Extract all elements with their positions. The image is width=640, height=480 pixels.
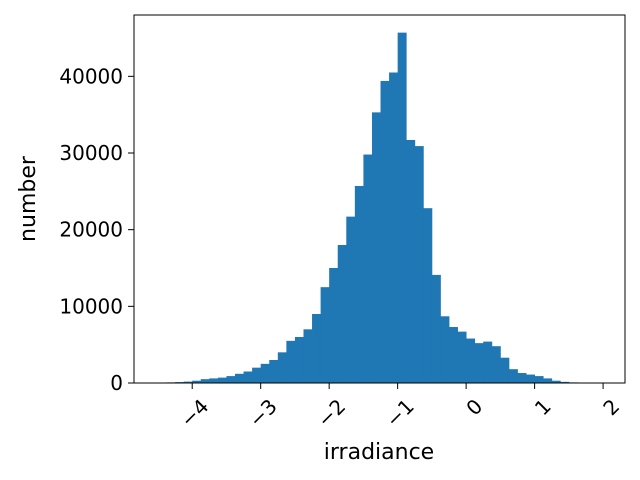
histogram-bar: [440, 316, 450, 383]
histogram-bar: [423, 208, 433, 383]
histogram-bar: [183, 381, 193, 383]
histogram-bar: [209, 378, 219, 383]
histogram-bar: [414, 146, 424, 383]
histogram-bar: [526, 374, 536, 383]
y-axis-ticks: 0 10000 20000 30000 40000: [59, 64, 134, 395]
x-axis-label: irradiance: [324, 440, 434, 465]
histogram-bar: [380, 80, 390, 383]
histogram-bar: [483, 341, 493, 383]
histogram-bar: [397, 32, 407, 384]
histogram-bar: [354, 185, 364, 383]
histogram-bar: [551, 380, 561, 383]
y-tick-label: 20000: [59, 218, 123, 242]
histogram-bar: [363, 154, 373, 383]
x-tick-label: 2: [598, 394, 624, 420]
histogram-bar: [312, 314, 322, 383]
histogram-bar: [371, 112, 381, 383]
x-tick-label: 1: [530, 394, 556, 420]
histogram-bar: [508, 369, 518, 383]
histogram-bar: [235, 373, 244, 383]
histogram-bar: [320, 287, 330, 383]
histogram-bar: [226, 376, 236, 383]
histogram-bar: [457, 331, 467, 383]
histogram-bar: [277, 352, 287, 383]
histogram-bar: [269, 360, 279, 383]
x-tick-label: −2: [312, 394, 350, 432]
x-tick-label: −3: [244, 394, 282, 432]
histogram-bar: [294, 337, 304, 383]
x-tick-label: −1: [381, 394, 419, 432]
histogram-bar: [243, 371, 253, 383]
histogram-bar: [346, 216, 356, 383]
y-tick-label: 30000: [59, 141, 123, 165]
histogram-bar: [431, 274, 441, 383]
x-tick-label: 0: [461, 394, 487, 420]
histogram-bar: [252, 367, 262, 383]
histogram-bar: [389, 72, 399, 383]
histogram-bar: [200, 379, 210, 383]
y-tick-label: 40000: [59, 64, 123, 88]
histogram-bar: [491, 346, 501, 383]
histogram-bar: [260, 363, 270, 383]
histogram-bar: [329, 268, 339, 383]
x-axis-ticks: −4 −3 −2 −1 0 1 2: [176, 383, 624, 432]
histogram-bar: [337, 245, 347, 383]
y-axis-label: number: [16, 155, 41, 242]
histogram-bar: [500, 357, 510, 383]
histogram-bar: [560, 381, 570, 383]
histogram-bar: [517, 373, 527, 383]
histogram-bar: [303, 329, 313, 383]
histogram-bar: [449, 327, 458, 383]
bars-group: [157, 32, 604, 384]
histogram-bar: [534, 376, 544, 383]
histogram-bar: [192, 380, 202, 383]
histogram-bar: [217, 377, 227, 383]
histogram-bar: [466, 338, 476, 383]
y-tick-label: 10000: [59, 294, 123, 318]
plot-frame: [133, 14, 626, 384]
histogram-bar: [286, 340, 296, 383]
y-tick-label: 0: [110, 371, 123, 395]
histogram-bar: [474, 343, 484, 383]
histogram-bar: [406, 139, 416, 383]
x-tick-label: −4: [176, 394, 214, 432]
histogram-bar: [543, 378, 553, 383]
